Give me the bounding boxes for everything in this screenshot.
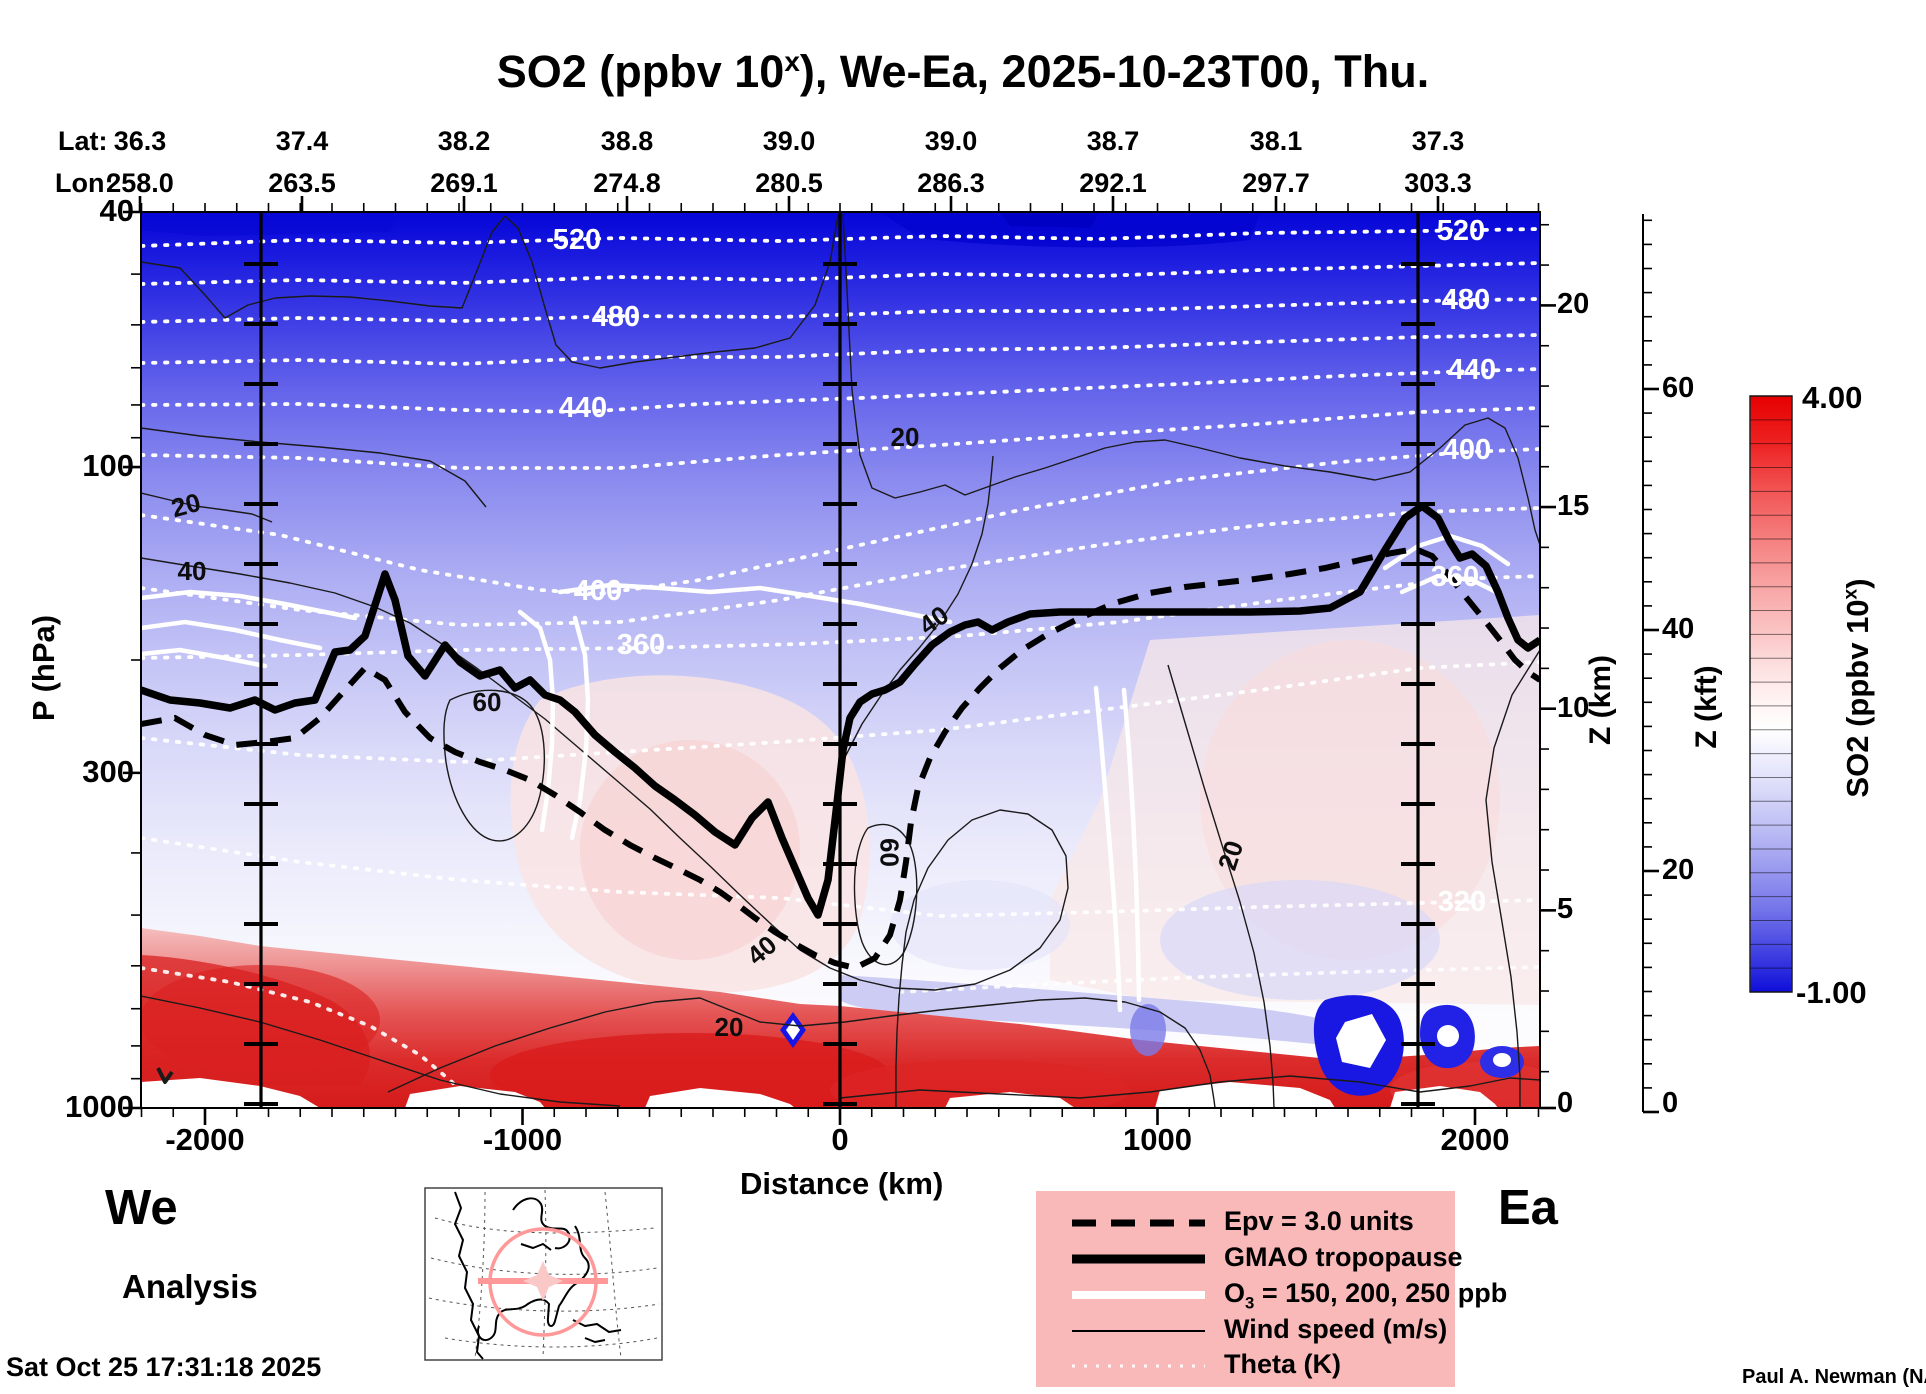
legend-box: [1036, 1191, 1455, 1387]
distance-axis-ticks: [140, 1108, 1540, 1125]
legend-item-label: Wind speed (m/s): [1224, 1314, 1448, 1344]
page-title: SO2 (ppbv 10x), We-Ea, 2025-10-23T00, Th…: [496, 46, 1430, 97]
lon-row-label: Lon:: [55, 168, 114, 198]
theta-contour-label: 360: [616, 629, 666, 661]
lon-value: 303.3: [1404, 168, 1472, 198]
lat-value: 38.8: [600, 126, 654, 156]
theta-contours: [141, 227, 1540, 1102]
pressure-axis-ticks: [123, 210, 141, 1110]
lat-value: 38.7: [1086, 126, 1140, 156]
pressure-tick-label: 300: [82, 753, 134, 789]
pressure-tick-label: 1000: [65, 1089, 134, 1124]
lon-value: 274.8: [593, 168, 661, 198]
pressure-tick-label: 40: [99, 193, 134, 228]
lon-value: 269.1: [430, 168, 498, 198]
theta-contour-label: 320: [1437, 886, 1487, 918]
lat-row-label: Lat:: [58, 126, 108, 156]
lon-value: 292.1: [1079, 168, 1147, 198]
theta-contour-label: 520: [552, 224, 602, 256]
colorbar-min-label: -1.00: [1796, 975, 1867, 1010]
analysis-mode-label: Analysis: [122, 1268, 258, 1305]
theta-contour-label: 440: [1447, 354, 1497, 386]
lat-value: 37.4: [275, 126, 329, 156]
lon-value: 280.5: [755, 168, 823, 198]
wind-speed-contour-label: 20: [890, 422, 920, 452]
distance-tick-label: 2000: [1440, 1122, 1510, 1157]
lat-value: 39.0: [762, 126, 816, 156]
waypoint-line-ticks: [244, 262, 1435, 1106]
z-km-tick-label: 0: [1557, 1087, 1574, 1119]
tropopause-line: [141, 502, 1540, 919]
map-center-star: [523, 1261, 563, 1301]
distance-tick-label: -2000: [165, 1122, 245, 1157]
z-kft-axis: [1642, 214, 1659, 1114]
z-kft-tick-label: 0: [1662, 1087, 1679, 1119]
legend-item-label: O3 = 150, 200, 250 ppb: [1224, 1278, 1508, 1313]
z-km-tick-label: 5: [1557, 893, 1574, 926]
wind-speed-contour-label: 20: [714, 1012, 744, 1042]
theta-contour-label: 480: [591, 301, 641, 333]
theta-contour-label: 360: [1430, 561, 1480, 593]
pressure-tick-label: 100: [82, 448, 134, 484]
map-coastline: [454, 1191, 622, 1360]
theta-contour-label: 400: [1442, 434, 1492, 466]
generation-timestamp: Sat Oct 25 17:31:18 2025: [6, 1352, 322, 1382]
distance-tick-label: -1000: [482, 1122, 563, 1157]
wind-speed-contour-label: 60: [472, 687, 502, 717]
credit-line: Paul A. Newman (NASA: [1742, 1366, 1926, 1388]
lon-value: 286.3: [917, 168, 985, 198]
legend-item-label: Epv = 3.0 units: [1224, 1206, 1414, 1236]
z-kft-axis-title: Z (kft): [1690, 665, 1723, 749]
lat-value: 39.0: [924, 126, 978, 156]
wind-speed-contour-label: 40: [177, 556, 207, 586]
z-km-tick-label: 10: [1557, 691, 1590, 724]
lat-value: 36.3: [113, 126, 167, 156]
pressure-axis-title: P (hPa): [26, 614, 61, 722]
colorbar-ticks: [1750, 395, 1792, 993]
wind-speed-contour-label: 60: [874, 838, 905, 867]
legend-item-label: Theta (K): [1224, 1349, 1341, 1379]
colorbar-max-label: 4.00: [1802, 380, 1863, 415]
epv-contour: [141, 545, 1540, 972]
lat-value: 37.3: [1411, 126, 1465, 156]
legend-item-label: GMAO tropopause: [1224, 1242, 1463, 1272]
top-axis-ticks: [138, 196, 1540, 212]
distance-tick-label: 0: [831, 1122, 849, 1157]
z-kft-tick-label: 60: [1662, 372, 1695, 404]
waypoint-marker-lines: [259, 212, 1420, 1108]
lat-value: 38.2: [437, 126, 491, 156]
theta-contour-label: 440: [558, 392, 608, 424]
so2-field: [141, 212, 1540, 1108]
z-km-tick-label: 15: [1557, 490, 1590, 523]
z-km-axis-ticks: [1540, 223, 1556, 1110]
theta-contour-label: 480: [1441, 284, 1491, 316]
theta-contour-label: 520: [1436, 215, 1486, 247]
west-endpoint-label: We: [105, 1181, 178, 1235]
z-kft-tick-label: 40: [1662, 613, 1695, 645]
lon-value: 258.0: [106, 168, 174, 198]
lon-value: 297.7: [1242, 168, 1310, 198]
colorbar-title: SO2 (ppbv 10x): [1840, 578, 1875, 798]
theta-contour-label: 400: [573, 575, 623, 607]
lat-value: 38.1: [1249, 126, 1303, 156]
lon-value: 263.5: [268, 168, 336, 198]
east-endpoint-label: Ea: [1498, 1181, 1558, 1235]
colorbar: [1749, 395, 1793, 993]
distance-axis-title: Distance (km): [740, 1166, 944, 1201]
z-kft-tick-label: 20: [1662, 854, 1695, 886]
distance-tick-label: 1000: [1123, 1122, 1192, 1157]
map-inset: [424, 1187, 663, 1361]
z-km-tick-label: 20: [1557, 288, 1590, 321]
